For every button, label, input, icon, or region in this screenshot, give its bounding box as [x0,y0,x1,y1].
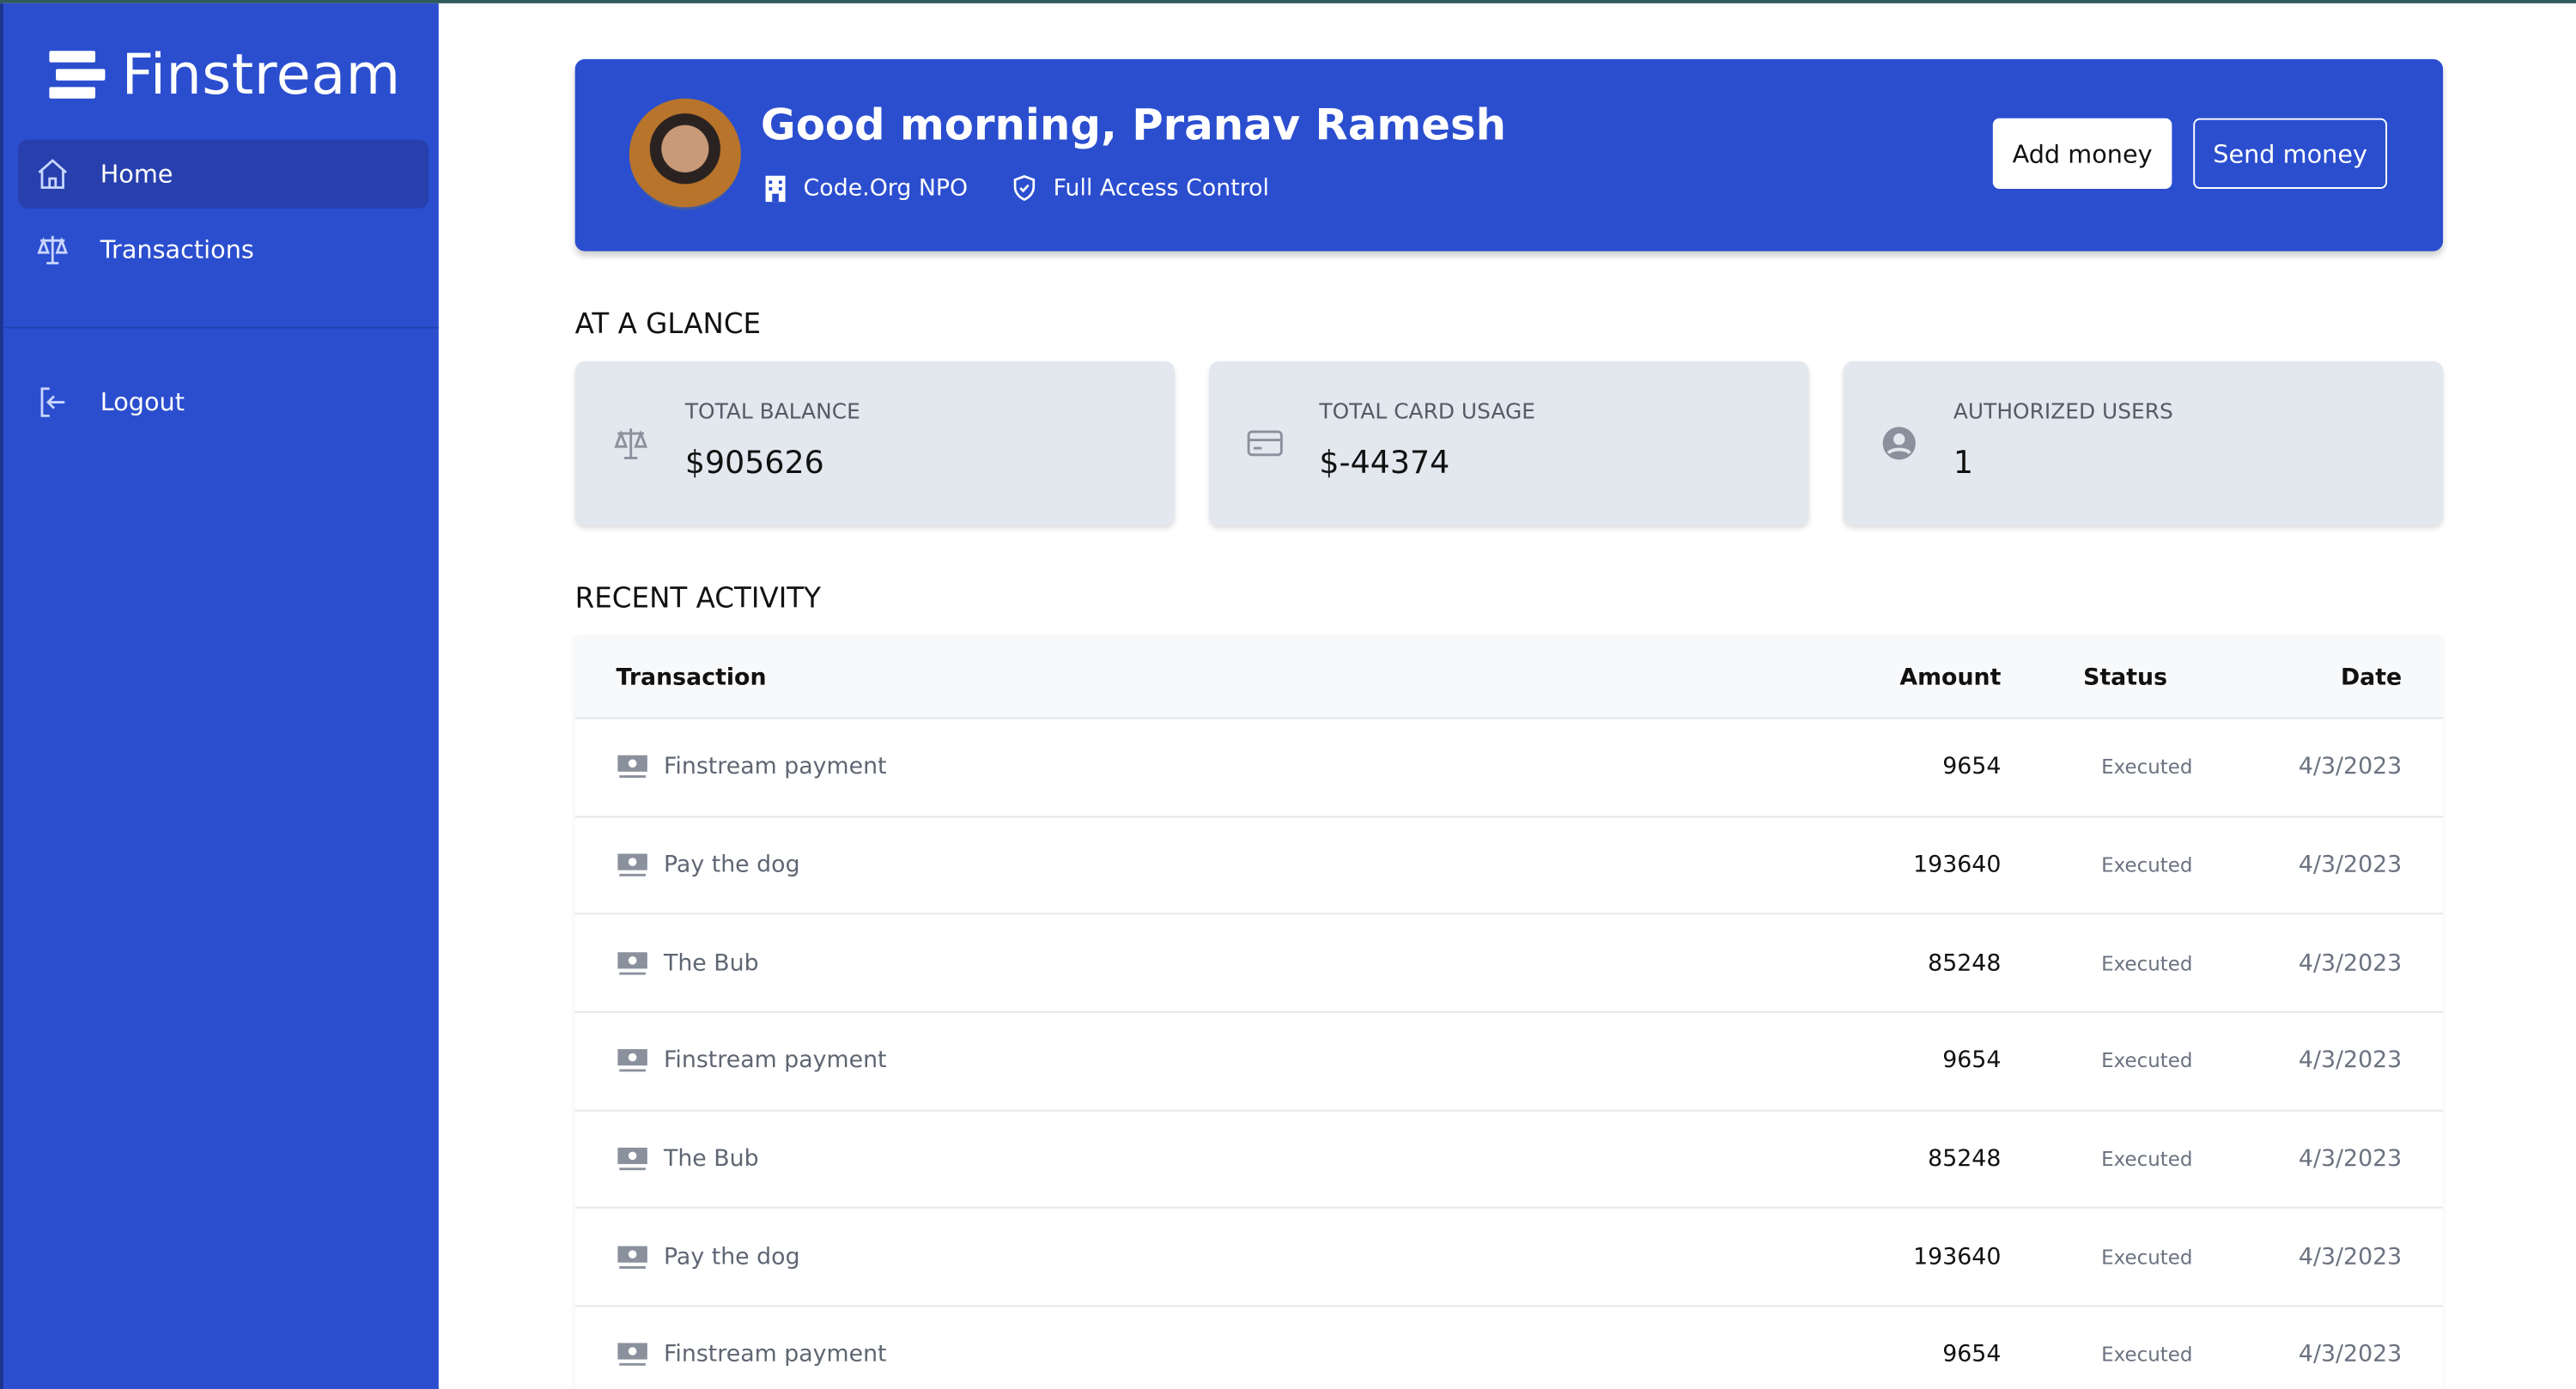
scale-icon [614,428,647,460]
sidebar-item-home[interactable]: Home [18,139,429,209]
amount-cell: 85248 [1928,949,2002,977]
transaction-cell: The Bub [616,949,759,977]
home-icon [38,159,67,189]
logo[interactable]: Finstream [49,42,401,109]
account-meta: Code.Org NPO Full Access Control [764,174,1279,203]
building-icon [765,174,786,202]
transaction-name: Finstream payment [663,1342,887,1369]
transaction-name: The Bub [663,1146,759,1173]
cash-icon [617,951,647,975]
cash-icon [617,1049,647,1073]
sidebar-item-label: Home [100,159,173,189]
credit-card-icon [1247,430,1283,457]
transaction-name: Finstream payment [663,1047,887,1075]
total-card-usage-card: TOTAL CARD USAGE $-44374 [1209,361,1809,525]
amount-cell: 9654 [1942,754,2002,781]
main-content: Good morning, Pranav Ramesh Code.Org NPO… [439,3,2576,1389]
organization: Code.Org NPO [803,174,969,202]
status-cell: Executed [2101,755,2193,779]
cash-icon [617,1246,647,1269]
window-edge [0,0,2576,3]
card-label: AUTHORIZED USERS [1953,400,2173,426]
date-cell: 4/3/2023 [2298,1146,2403,1173]
transactions-table: Transaction Amount Status Date Finstream… [574,637,2444,1389]
table-row[interactable]: The Bub 85248 Executed 4/3/2023 [574,1111,2444,1210]
cash-icon [617,755,647,779]
date-cell: 4/3/2023 [2298,1342,2403,1369]
glance-heading: AT A GLANCE [574,308,762,342]
date-cell: 4/3/2023 [2298,754,2403,781]
welcome-banner: Good morning, Pranav Ramesh Code.Org NPO… [574,58,2444,252]
access-level: Full Access Control [1053,174,1269,202]
authorized-users-card: AUTHORIZED USERS 1 [1843,361,2444,525]
cash-icon [617,853,647,876]
greeting: Good morning, Pranav Ramesh [760,101,1506,151]
transaction-cell: Pay the dog [616,852,800,879]
transaction-name: The Bub [663,949,759,977]
card-value: 1 [1953,445,1974,482]
logout-icon [40,387,65,417]
sidebar-item-label: Transactions [100,234,254,264]
date-cell: 4/3/2023 [2298,1244,2403,1271]
column-header-status: Status [2083,664,2168,691]
column-header-amount: Amount [1899,664,2002,691]
table-row[interactable]: Pay the dog 193640 Executed 4/3/2023 [574,817,2444,915]
card-value: $-44374 [1319,445,1450,482]
table-row[interactable]: Finstream payment 9654 Executed 4/3/2023 [575,1307,2443,1389]
date-cell: 4/3/2023 [2298,1047,2403,1075]
table-row[interactable]: Finstream payment 9654 Executed 4/3/2023 [574,719,2444,817]
logout-button[interactable]: Logout [18,367,428,436]
transaction-cell: Pay the dog [616,1244,800,1271]
status-cell: Executed [2101,1246,2193,1269]
transaction-name: Pay the dog [663,1244,800,1271]
table-row[interactable]: Pay the dog 193640 Executed 4/3/2023 [574,1209,2444,1307]
amount-cell: 85248 [1928,1146,2002,1173]
transaction-cell: Finstream payment [616,1342,887,1369]
status-cell: Executed [2101,853,2193,877]
status-cell: Executed [2101,1148,2193,1171]
amount-cell: 9654 [1942,1342,2002,1369]
amount-cell: 9654 [1942,1047,2002,1075]
transaction-cell: Finstream payment [616,754,887,781]
send-money-button[interactable]: Send money [2193,118,2388,189]
avatar [629,98,741,210]
card-label: TOTAL CARD USAGE [1319,400,1535,426]
transaction-cell: The Bub [616,1146,759,1173]
app-name: Finstream [121,42,401,109]
shield-check-icon [1013,174,1036,202]
date-cell: 4/3/2023 [2298,949,2403,977]
scale-icon [37,235,69,264]
transaction-name: Finstream payment [663,754,887,781]
sidebar-divider [3,326,439,329]
date-cell: 4/3/2023 [2298,852,2403,879]
sidebar: Finstream Home Transactions Logout [0,3,439,1389]
column-header-date: Date [2340,664,2403,691]
recent-activity-heading: RECENT ACTIVITY [574,582,822,616]
table-header: Transaction Amount Status Date [574,637,2444,719]
table-row[interactable]: Finstream payment 9654 Executed 4/3/2023 [574,1013,2444,1112]
card-label: TOTAL BALANCE [684,400,860,426]
user-circle-icon [1882,427,1916,460]
cash-icon [617,1148,647,1171]
logout-label: Logout [100,387,185,417]
transaction-cell: Finstream payment [616,1047,887,1075]
transaction-name: Pay the dog [663,852,800,879]
amount-cell: 193640 [1913,1244,2002,1271]
status-cell: Executed [2101,951,2193,975]
total-balance-card: TOTAL BALANCE $905626 [574,361,1176,525]
status-cell: Executed [2101,1344,2193,1368]
table-row[interactable]: The Bub 85248 Executed 4/3/2023 [574,915,2444,1014]
sidebar-item-transactions[interactable]: Transactions [18,215,428,284]
status-cell: Executed [2101,1049,2193,1073]
cash-icon [617,1344,647,1367]
logo-icon [49,51,106,100]
add-money-button[interactable]: Add money [1992,118,2172,189]
amount-cell: 193640 [1913,852,2002,879]
column-header-transaction: Transaction [616,664,767,691]
card-value: $905626 [684,445,824,482]
